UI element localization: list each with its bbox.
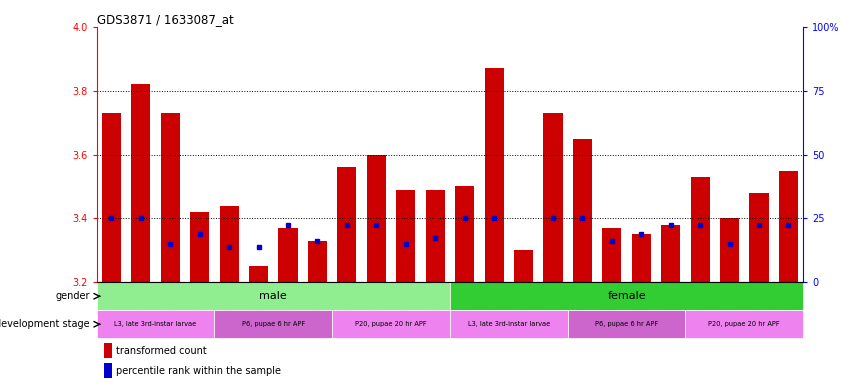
Bar — [190, 212, 209, 282]
Bar — [720, 218, 739, 282]
Bar — [103, 363, 112, 378]
Bar — [484, 68, 504, 282]
Bar — [97, 282, 450, 310]
Bar — [131, 84, 151, 282]
Bar — [332, 310, 450, 338]
Bar — [396, 190, 415, 282]
Text: L3, late 3rd-instar larvae: L3, late 3rd-instar larvae — [468, 321, 550, 327]
Text: P20, pupae 20 hr APF: P20, pupae 20 hr APF — [355, 321, 427, 327]
Bar — [97, 310, 214, 338]
Bar — [161, 113, 180, 282]
Bar — [450, 282, 803, 310]
Text: P6, pupae 6 hr APF: P6, pupae 6 hr APF — [241, 321, 305, 327]
Bar — [102, 113, 121, 282]
Bar — [514, 250, 533, 282]
Text: male: male — [260, 291, 287, 301]
Bar — [749, 193, 769, 282]
Text: percentile rank within the sample: percentile rank within the sample — [117, 366, 282, 376]
Bar — [685, 310, 803, 338]
Bar — [426, 190, 445, 282]
Text: gender: gender — [56, 291, 90, 301]
Text: GDS3871 / 1633087_at: GDS3871 / 1633087_at — [97, 13, 234, 26]
Text: P20, pupae 20 hr APF: P20, pupae 20 hr APF — [708, 321, 780, 327]
Bar — [632, 234, 651, 282]
Bar — [220, 206, 239, 282]
Bar — [278, 228, 298, 282]
Text: P6, pupae 6 hr APF: P6, pupae 6 hr APF — [595, 321, 659, 327]
Bar — [214, 310, 332, 338]
Bar — [568, 310, 685, 338]
Text: L3, late 3rd-instar larvae: L3, late 3rd-instar larvae — [114, 321, 197, 327]
Bar — [367, 155, 386, 282]
Bar — [249, 266, 268, 282]
Bar — [690, 177, 710, 282]
Text: transformed count: transformed count — [117, 346, 207, 356]
Bar — [337, 167, 357, 282]
Text: female: female — [607, 291, 646, 301]
Text: development stage: development stage — [0, 319, 90, 329]
Bar — [455, 187, 474, 282]
Bar — [661, 225, 680, 282]
Bar — [308, 241, 327, 282]
Bar — [573, 139, 592, 282]
Bar — [602, 228, 621, 282]
Bar — [779, 170, 798, 282]
Bar — [103, 343, 112, 358]
Bar — [543, 113, 563, 282]
Bar — [450, 310, 568, 338]
